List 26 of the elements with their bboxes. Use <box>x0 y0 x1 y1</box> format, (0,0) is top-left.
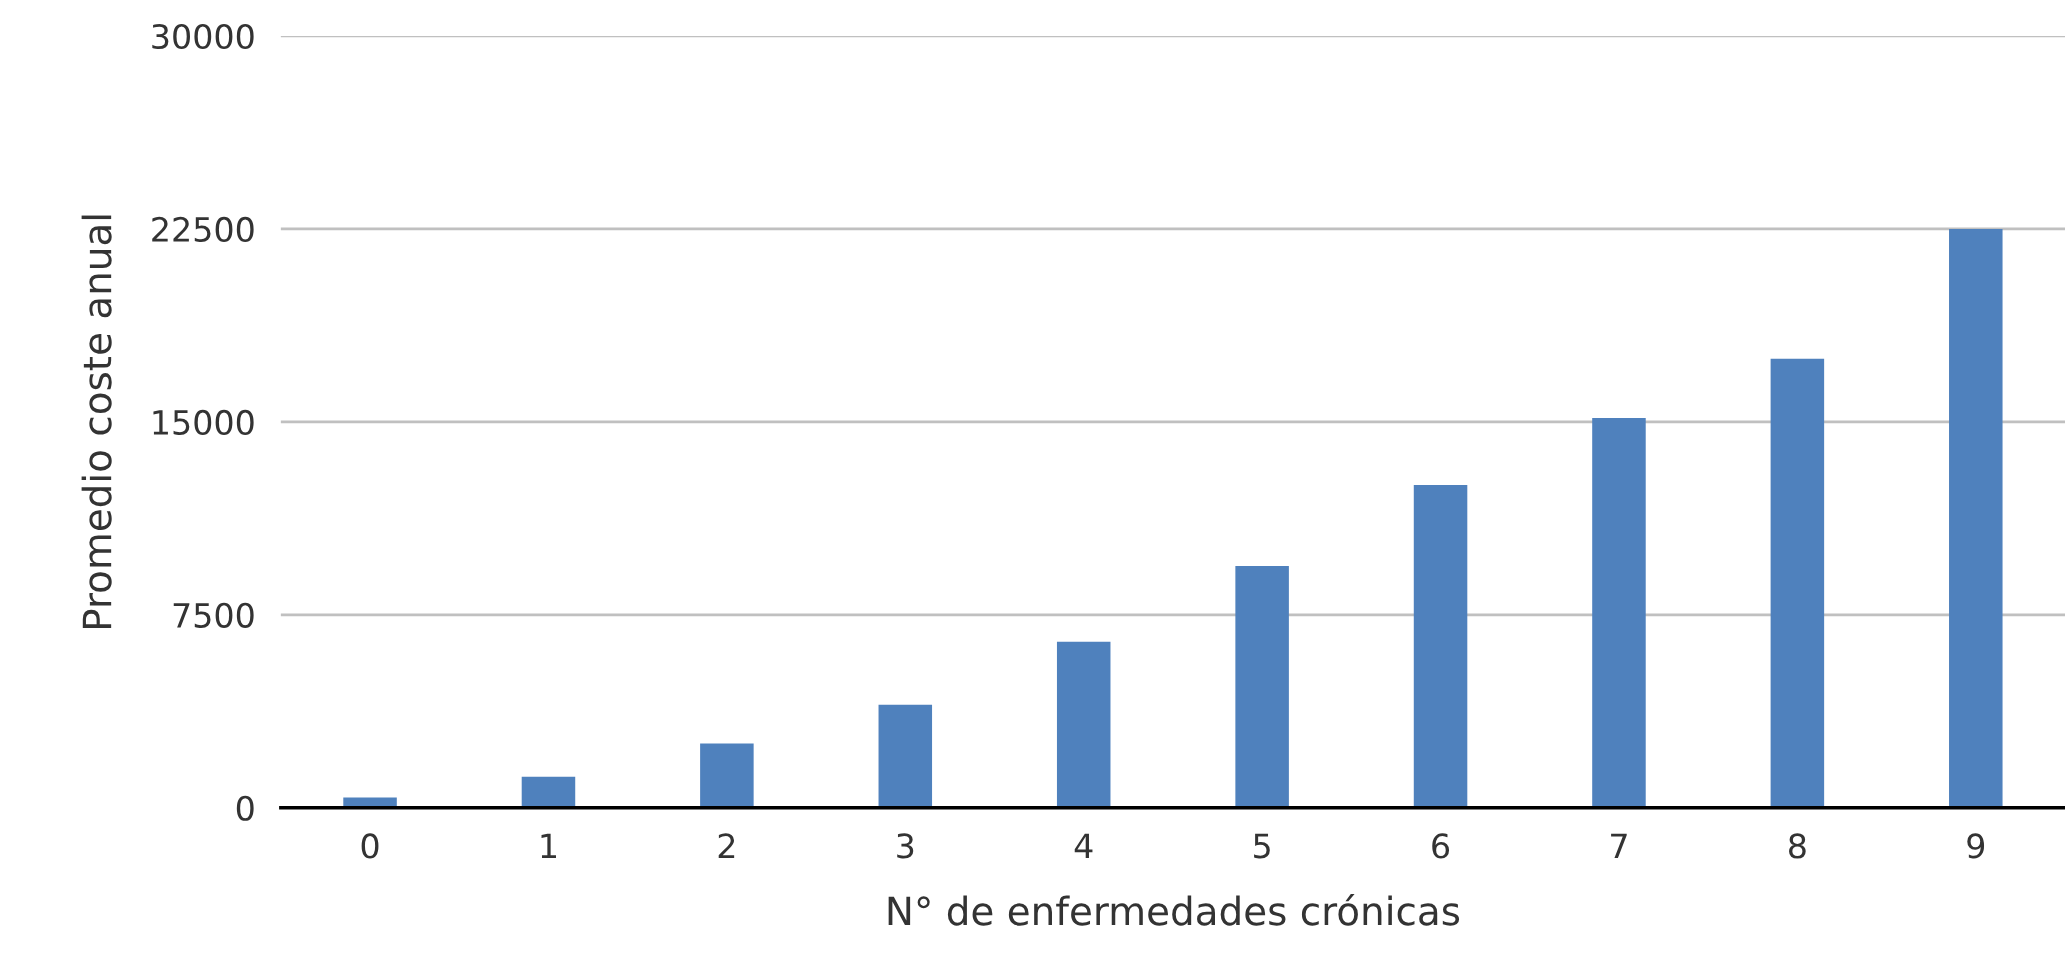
x-tick-label: 6 <box>1432 833 1450 859</box>
x-tick-label: 2 <box>718 833 735 859</box>
bar <box>1770 358 1825 808</box>
bar <box>1056 641 1111 808</box>
y-tick-label: 15000 <box>153 409 254 435</box>
bar <box>700 743 754 808</box>
x-tick-label: 7 <box>1611 833 1627 859</box>
y-tick-label: 22500 <box>152 216 254 243</box>
bar <box>1413 484 1468 808</box>
x-tick-label: 9 <box>1967 833 1985 859</box>
bar <box>521 776 576 808</box>
y-tick-label: 30000 <box>152 23 254 50</box>
y-tick-label: 0 <box>236 795 254 821</box>
bar <box>1235 565 1289 808</box>
bar <box>1592 417 1646 808</box>
x-tick-label: 4 <box>1074 833 1093 859</box>
x-tick-label: 5 <box>1254 833 1270 859</box>
bar <box>1949 228 2003 808</box>
x-tick-label: 1 <box>541 833 556 859</box>
y-axis-title: Promedio coste anual <box>81 215 112 628</box>
x-tick-label: 8 <box>1789 833 1806 859</box>
bar <box>878 704 933 808</box>
x-axis-title: N° de enfermedades crónicas <box>888 893 1460 926</box>
x-tick-label: 0 <box>361 833 379 859</box>
y-tick-label: 7500 <box>173 602 254 628</box>
x-tick-label: 3 <box>897 833 914 859</box>
